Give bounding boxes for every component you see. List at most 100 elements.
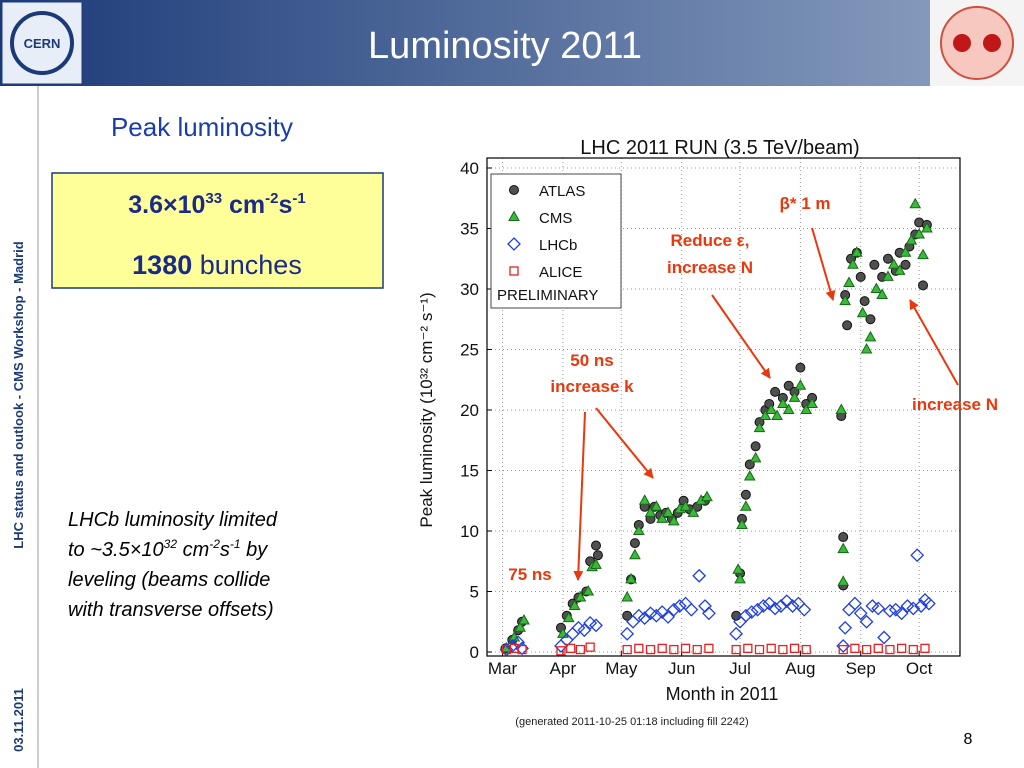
data-point [797, 602, 812, 617]
data-point [847, 596, 862, 611]
data-point [629, 548, 641, 560]
x-tick-label: Mar [488, 659, 518, 678]
plot-frame [486, 157, 961, 657]
data-point [850, 643, 860, 654]
x-tick-label: Jun [668, 659, 695, 678]
data-point [887, 258, 900, 269]
text: cm [222, 191, 265, 219]
data-point [621, 591, 633, 602]
data-point [835, 403, 848, 414]
data-point [562, 611, 575, 623]
data-point [514, 621, 526, 632]
data-point [770, 386, 781, 397]
data-point [871, 601, 886, 616]
data-point [729, 626, 744, 641]
data-point [910, 548, 925, 563]
data-point [656, 512, 669, 523]
data-point [860, 342, 873, 354]
data-point [620, 626, 635, 641]
data-point [701, 490, 713, 502]
y-tick-label: 0 [470, 643, 479, 662]
text: bunches [192, 250, 302, 280]
annotation: increase k [550, 377, 634, 396]
annotation-arrows [573, 227, 959, 581]
data-point [765, 403, 778, 414]
data-point [582, 584, 595, 596]
data-point [657, 643, 667, 654]
data-point [837, 575, 850, 586]
data-point [801, 644, 811, 655]
legend-marker [507, 237, 521, 251]
section-title: Peak luminosity [111, 112, 293, 142]
text: s [220, 539, 230, 561]
legend-marker [509, 266, 519, 276]
data-point [589, 618, 603, 633]
data-point [744, 605, 759, 619]
chart-footnote: (generated 2011-10-25 01:18 including fi… [515, 716, 748, 728]
y-tick-label: 30 [460, 280, 479, 299]
sidebar-date: 03.11.2011 [11, 688, 26, 752]
lhc-logo-beam [953, 34, 971, 52]
text: to ~3.5×10 [68, 539, 164, 561]
data-point [585, 642, 595, 652]
legend-marker [509, 185, 519, 195]
data-point [590, 558, 602, 569]
series [499, 548, 936, 657]
superscript: -1 [230, 537, 241, 551]
arrow [573, 411, 586, 581]
cern-logo [10, 11, 74, 75]
data-point [574, 591, 587, 602]
data-point [568, 599, 581, 611]
annotations: β* 1 m Reduce ε, increase N 50 ns increa… [508, 194, 998, 584]
data-point [692, 644, 702, 655]
sidebar-event: LHC status and outlook - CMS Workshop - … [11, 241, 26, 548]
page-number: 8 [964, 731, 973, 748]
text: by [241, 539, 269, 561]
data-point [800, 403, 813, 414]
superscript: -2 [209, 537, 220, 551]
highlight-line1: 3.6×1033 cm-2s-1 [128, 190, 306, 219]
data-point [740, 489, 751, 500]
data-point [661, 609, 675, 624]
data-point [684, 602, 699, 617]
data-point [591, 540, 602, 551]
data-point [687, 506, 700, 517]
data-point [853, 606, 868, 621]
y-tick-label: 35 [460, 220, 479, 239]
legend-box [490, 173, 622, 309]
x-tick-label: Oct [906, 659, 933, 678]
data-point [740, 500, 752, 511]
data-point [788, 391, 801, 402]
data-point [738, 608, 753, 623]
x-tick-label: Aug [785, 659, 815, 678]
note-line: with transverse offsets) [68, 599, 274, 621]
data-point [909, 197, 922, 209]
data-point [692, 568, 707, 583]
y-tick-label: 40 [460, 159, 479, 178]
highlight-line2: 1380 bunches [132, 250, 302, 280]
y-tick-label: 15 [460, 462, 479, 481]
data-point [766, 643, 776, 654]
data-point [885, 644, 895, 655]
data-point [629, 538, 640, 549]
data-point [869, 259, 880, 270]
text: s [279, 191, 293, 219]
data-point [921, 596, 936, 611]
x-tick-label: Jul [729, 659, 751, 678]
note-line: to ~3.5×1032 cm-2s-1 by [68, 537, 268, 561]
annotation: increase N [912, 395, 998, 414]
data-point [859, 296, 870, 307]
data-point [789, 643, 800, 654]
data-point [756, 599, 771, 613]
data-point [749, 451, 762, 463]
data-point [842, 320, 853, 331]
legend-label: ALICE [539, 264, 582, 281]
data-point [704, 643, 714, 654]
data-point [638, 494, 651, 505]
data-point [806, 397, 818, 408]
data-point [634, 643, 644, 654]
data-point [753, 421, 766, 433]
data-point [672, 599, 687, 613]
data-point [850, 246, 863, 257]
data-point [900, 259, 911, 270]
